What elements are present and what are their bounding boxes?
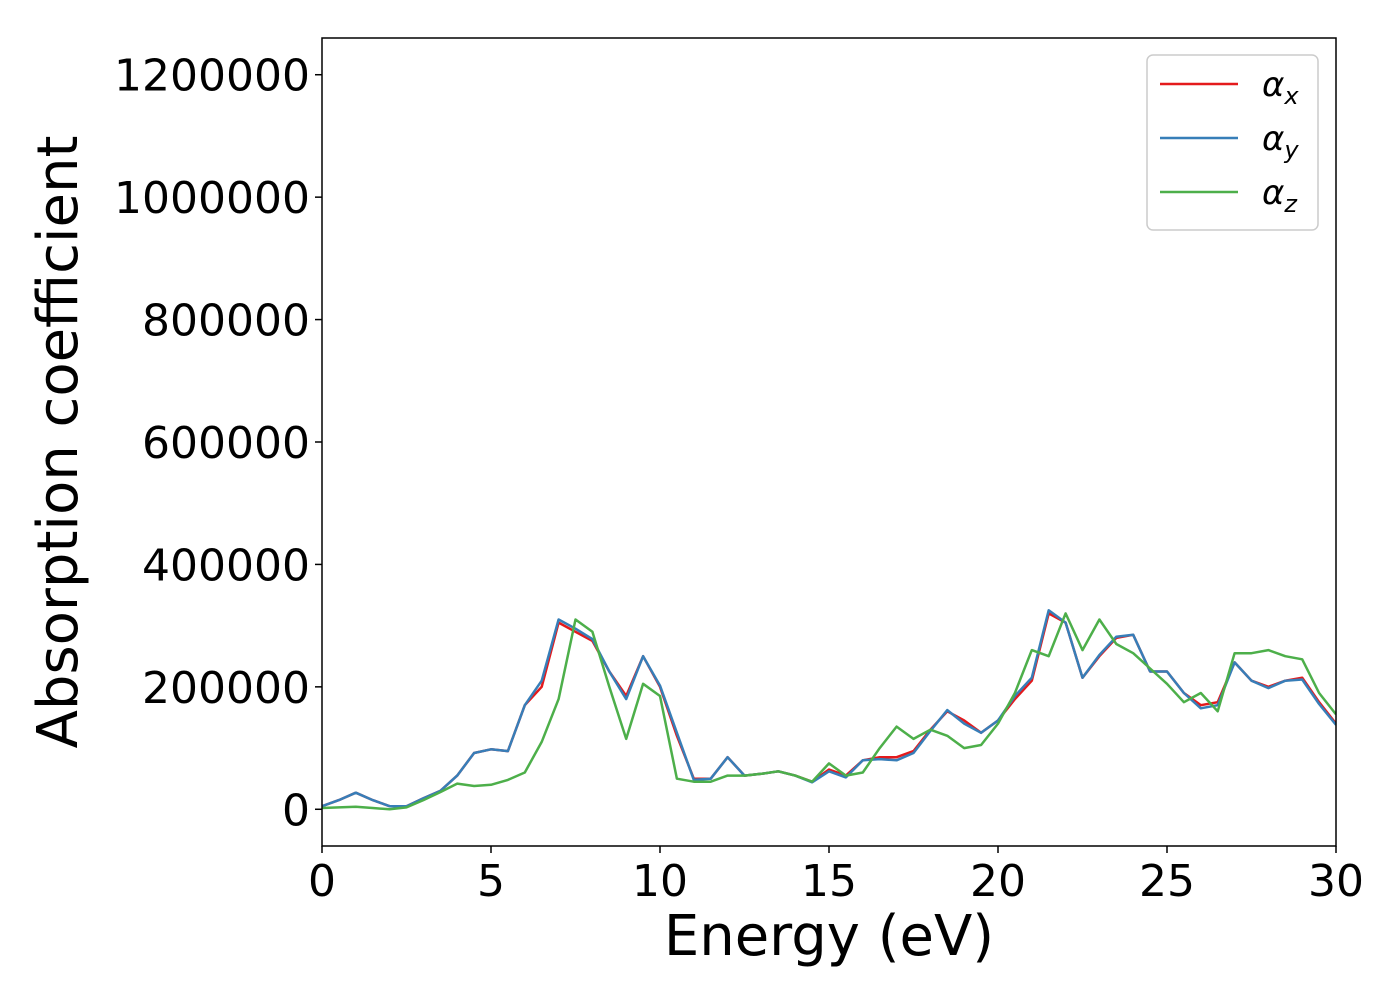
x-tick-label: 25	[1139, 856, 1195, 907]
x-tick-label: 15	[801, 856, 857, 907]
y-axis-title: Absorption coefficient	[26, 136, 91, 749]
x-tick-label: 20	[970, 856, 1026, 907]
series-line-y	[322, 609, 1336, 808]
y-tick-label: 1000000	[114, 173, 310, 224]
y-tick-label: 0	[282, 785, 310, 836]
series-line-z	[322, 612, 1336, 811]
y-tick-label: 600000	[142, 418, 310, 469]
legend-label-y: αy	[1262, 119, 1299, 164]
x-tick-label: 10	[632, 856, 688, 907]
legend: αx αy αz	[1146, 54, 1319, 231]
y-tick-label: 1200000	[114, 51, 310, 102]
y-axis: 0 200000 400000 600000 800000 1000000 1200000	[114, 51, 322, 836]
x-axis-title: Energy (eV)	[664, 904, 994, 969]
x-tick-label: 0	[308, 856, 336, 907]
x-tick-label: 30	[1308, 856, 1364, 907]
y-tick-label: 200000	[142, 663, 310, 714]
y-tick-label: 800000	[142, 296, 310, 347]
legend-box	[1146, 54, 1319, 231]
x-axis: 0 5 10 15 20 25 30	[308, 846, 1364, 907]
series-layer	[322, 609, 1336, 811]
y-tick-label: 400000	[142, 540, 310, 591]
legend-label-z: αz	[1262, 173, 1298, 218]
x-tick-label: 5	[477, 856, 505, 907]
legend-label-x: αx	[1262, 65, 1299, 110]
